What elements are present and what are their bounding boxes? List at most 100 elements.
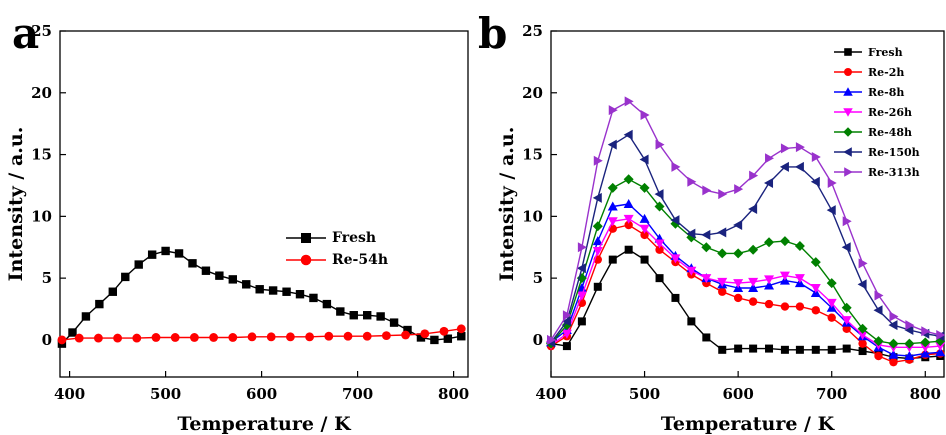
data-point [439, 326, 449, 336]
data-point [794, 161, 804, 172]
series-re-48h [546, 174, 946, 349]
data-point [904, 325, 914, 336]
panel-a-x-ticks: 400 500 600 700 800 [54, 371, 469, 403]
data-point [702, 185, 712, 196]
data-point [376, 312, 385, 321]
data-point [81, 312, 91, 321]
panel-a-x-axis-label: Temperature / K [177, 413, 352, 435]
data-point [921, 326, 931, 337]
data-point [655, 139, 665, 150]
series-line [550, 100, 941, 341]
legend-marker [844, 48, 852, 56]
data-point [857, 330, 868, 340]
data-point [593, 155, 603, 166]
panel-b-chart: b 400 500 600 700 800 0 5 10 15 20 25 Fresh Re-2h R… [478, 9, 946, 435]
data-point [779, 161, 789, 172]
data-point [748, 297, 758, 306]
data-point [576, 291, 587, 301]
data-point [748, 203, 758, 214]
data-point [592, 192, 602, 203]
panel-a-y-axis-label: Intensity / a.u. [5, 127, 27, 282]
data-point [671, 293, 680, 302]
data-point [381, 331, 391, 341]
data-point [242, 280, 251, 289]
data-point [607, 201, 618, 211]
data-point [285, 332, 295, 342]
data-point [889, 311, 899, 322]
data-point [670, 254, 681, 264]
data-point [857, 323, 868, 334]
data-point [640, 110, 650, 121]
data-point [873, 305, 883, 316]
series-line [550, 203, 941, 357]
y-tick-label: 5 [42, 269, 52, 287]
x-tick-label: 600 [722, 385, 753, 403]
data-point [228, 275, 237, 284]
panel-a-legend: Fresh Re-54h [286, 230, 388, 268]
legend-label: Re-313h [868, 166, 920, 179]
data-point [858, 339, 867, 348]
data-point [858, 258, 868, 269]
panel-a-plot-frame [59, 30, 469, 378]
series-re-150h [546, 129, 945, 348]
data-point [592, 246, 603, 256]
legend-label: Re-54h [332, 252, 388, 268]
data-point [562, 310, 572, 321]
data-point [734, 344, 743, 353]
data-point [701, 242, 712, 253]
data-point [654, 189, 664, 200]
data-point [547, 334, 556, 345]
y-tick-label: 25 [522, 22, 543, 40]
data-point [403, 325, 412, 335]
data-point [764, 177, 774, 188]
data-point [309, 293, 318, 303]
series-re-2h [546, 220, 945, 367]
data-point [343, 331, 353, 341]
data-point [686, 228, 696, 239]
data-point [623, 214, 634, 224]
data-point [324, 331, 334, 341]
data-point [266, 332, 276, 342]
data-point [717, 248, 728, 259]
data-point [576, 263, 586, 274]
data-point [841, 242, 851, 253]
data-point [420, 329, 430, 339]
y-tick-label: 25 [31, 22, 52, 40]
x-tick-label: 600 [246, 385, 277, 403]
series-re-54h [57, 324, 466, 345]
data-point [717, 277, 728, 287]
data-point [905, 320, 915, 331]
data-point [795, 345, 804, 354]
y-tick-label: 5 [533, 269, 543, 287]
panel-b-x-ticks: 400 500 600 700 800 [535, 371, 941, 403]
data-point [780, 302, 790, 311]
data-point [188, 259, 197, 268]
x-tick-label: 800 [438, 385, 469, 403]
data-point [639, 154, 649, 165]
data-point [174, 249, 184, 258]
data-point [841, 302, 852, 313]
y-tick-label: 10 [31, 207, 52, 225]
data-point [640, 230, 649, 240]
y-tick-label: 0 [533, 331, 543, 349]
legend-marker [843, 108, 853, 117]
y-tick-label: 20 [31, 84, 52, 102]
data-point [826, 278, 837, 289]
legend-label: Fresh [332, 230, 376, 246]
data-point [748, 283, 759, 293]
data-point [416, 333, 426, 342]
data-point [268, 286, 278, 295]
data-point [113, 333, 123, 343]
data-point [228, 333, 238, 342]
series-line [61, 328, 462, 341]
data-point [780, 143, 790, 154]
panel-a-y-ticks: 0 5 10 15 20 25 [31, 22, 66, 349]
data-point [888, 338, 899, 349]
data-point [795, 142, 805, 153]
data-point [841, 316, 852, 326]
data-point [749, 170, 759, 181]
panel-b-x-axis-label: Temperature / K [661, 413, 836, 435]
data-point [935, 347, 946, 357]
series-line [61, 250, 462, 345]
